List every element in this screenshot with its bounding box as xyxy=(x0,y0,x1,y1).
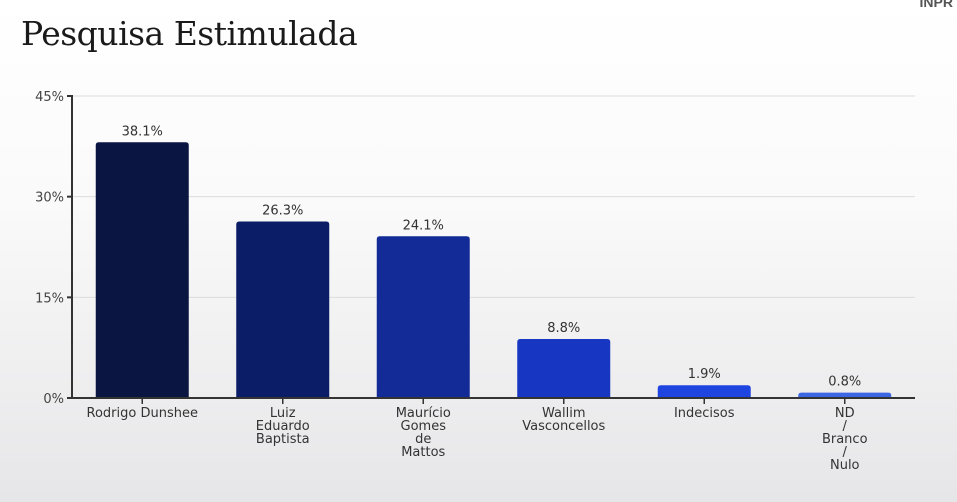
x-tick-label: Indecisos xyxy=(674,406,735,421)
bar xyxy=(376,236,470,398)
x-tick-label: / xyxy=(843,445,848,460)
x-tick-label: Nulo xyxy=(830,458,860,473)
x-tick-label: Vasconcellos xyxy=(522,419,605,434)
x-tick-label: Gomes xyxy=(401,419,447,434)
x-tick-label: Maurício xyxy=(396,406,451,421)
y-tick-label: 30% xyxy=(35,191,64,206)
bar xyxy=(657,385,751,398)
data-label: 38.1% xyxy=(122,124,163,139)
logo: INPR xyxy=(919,0,953,10)
data-label: 26.3% xyxy=(262,203,303,218)
x-tick-label: Rodrigo Dunshee xyxy=(87,406,198,421)
x-tick-label: Baptista xyxy=(256,432,310,447)
bar xyxy=(95,142,189,398)
y-tick-label: 0% xyxy=(43,392,64,407)
x-tick-label: Luiz xyxy=(270,406,296,421)
x-tick-label: Mattos xyxy=(401,445,445,460)
x-tick-label: Wallim xyxy=(542,406,586,421)
bar xyxy=(517,338,611,398)
data-label: 0.8% xyxy=(828,375,861,390)
x-tick-label: de xyxy=(415,432,431,447)
chart-title: Pesquisa Estimulada xyxy=(21,14,358,53)
data-label: 1.9% xyxy=(688,367,721,382)
y-tick-label: 15% xyxy=(35,291,64,306)
x-tick-label: Eduardo xyxy=(256,419,310,434)
y-tick-label: 45% xyxy=(35,90,64,105)
data-label: 24.1% xyxy=(403,218,444,233)
x-tick-label: / xyxy=(843,419,848,434)
bar xyxy=(236,221,330,398)
data-label: 8.8% xyxy=(547,321,580,336)
x-tick-label: Branco xyxy=(822,432,868,447)
bar xyxy=(798,392,892,398)
x-tick-label: ND xyxy=(835,406,855,421)
